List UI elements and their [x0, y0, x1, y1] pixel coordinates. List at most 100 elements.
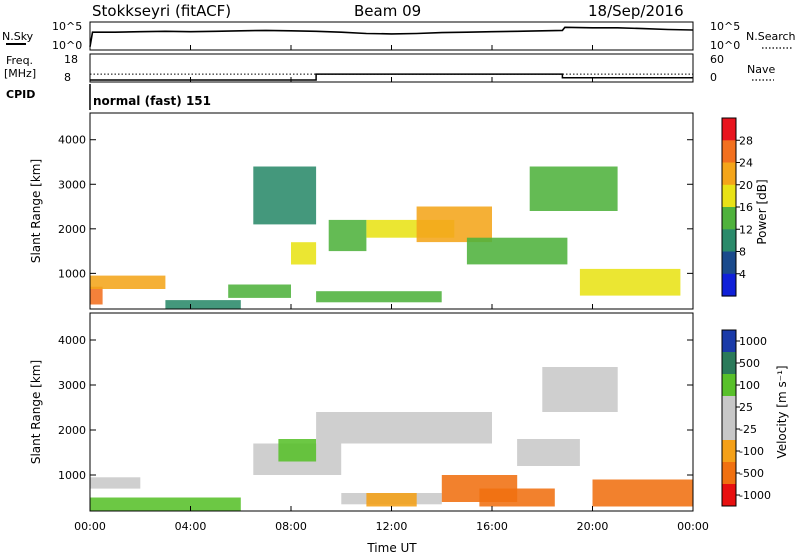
velocity-cbar-swatch-1 — [722, 352, 736, 375]
power-cbar-swatch-7 — [722, 273, 736, 297]
power-y-tick-label-0: 1000 — [58, 267, 86, 280]
velocity-cbar-tick-label-6: -500 — [739, 467, 764, 480]
x-axis-label: Time UT — [366, 541, 417, 554]
power-cbar-tick-label-6: 4 — [739, 268, 746, 281]
velocity-cbar-tick-label-5: -100 — [739, 445, 764, 458]
velocity-y-tick-label-3: 4000 — [58, 334, 86, 347]
power-y-axis: 1000 2000 3000 4000 — [58, 134, 693, 280]
power-cbar-swatch-2 — [722, 162, 736, 186]
power-region-10 — [466, 237, 568, 265]
velocity-region-0 — [90, 477, 141, 489]
power-region-5 — [291, 242, 317, 265]
power-region-6 — [328, 219, 367, 252]
power-region-4 — [253, 166, 317, 225]
nave-series — [90, 73, 693, 81]
beam-title: Beam 09 — [354, 2, 421, 20]
velocity-cbar-tick-label-3: 25 — [739, 401, 753, 414]
power-region-3 — [228, 284, 291, 298]
velocity-cbar-swatch-7 — [722, 484, 736, 507]
cpid-text: normal (fast) 151 — [93, 94, 211, 108]
x-tick-label-1: 04:00 — [175, 520, 207, 533]
velocity-cbar-swatch-6 — [722, 462, 736, 485]
power-colorbar: 28 24 20 16 12 8 4 — [721, 117, 753, 297]
noise-right-tick-top: 10^5 — [710, 20, 740, 33]
velocity-region-8 — [479, 488, 555, 507]
velocity-cbar-swatch-3 — [722, 396, 736, 419]
power-colorbar-label: Power [dB] — [755, 179, 769, 244]
x-tick-label-3: 12:00 — [376, 520, 408, 533]
velocity-colorbar-label: Velocity [m s⁻¹] — [775, 365, 789, 458]
power-region-9 — [416, 206, 492, 243]
power-region-2 — [165, 300, 241, 309]
velocity-y-axis: 1000 2000 3000 4000 — [58, 334, 693, 482]
velocity-cbar-swatch-2 — [722, 374, 736, 397]
velocity-colorbar: 1000 500 100 25 -25 -100 -500 -1000 — [721, 329, 771, 507]
freq-label-line2: [MHz] — [4, 67, 36, 80]
noise-search-label: N.Search — [746, 30, 796, 43]
velocity-cbar-tick-label-7: -1000 — [739, 489, 771, 502]
velocity-region-9 — [517, 439, 580, 466]
nave-label: Nave — [747, 63, 775, 76]
velocity-y-tick-label-2: 3000 — [58, 379, 86, 392]
date-title: 18/Sep/2016 — [588, 2, 684, 20]
power-heatmap — [90, 166, 681, 309]
velocity-region-3 — [278, 439, 317, 462]
velocity-cbar-swatch-4 — [722, 418, 736, 441]
freq-left-tick-bottom: 8 — [64, 71, 71, 84]
power-cbar-swatch-1 — [722, 140, 736, 164]
power-region-0 — [90, 286, 103, 305]
power-y-tick-label-3: 4000 — [58, 134, 86, 147]
velocity-region-11 — [592, 479, 693, 507]
velocity-region-4 — [316, 412, 492, 444]
power-region-7 — [316, 291, 442, 303]
velocity-cbar-tick-label-1: 500 — [739, 357, 760, 370]
power-region-11 — [529, 166, 618, 211]
x-tick-label-6: 00:00 — [677, 520, 709, 533]
velocity-region-6 — [366, 493, 417, 507]
power-cbar-tick-label-3: 16 — [739, 201, 753, 214]
cpid-label: CPID — [6, 88, 35, 101]
velocity-y-axis-label: Slant Range [km] — [29, 360, 43, 464]
velocity-y-tick-label-0: 1000 — [58, 469, 86, 482]
power-cbar-tick-label-4: 12 — [739, 223, 753, 236]
power-cbar-swatch-3 — [722, 184, 736, 208]
velocity-region-1 — [90, 497, 241, 511]
power-y-tick-label-1: 2000 — [58, 223, 86, 236]
velocity-cbar-frame — [721, 329, 737, 507]
noise-sky-series — [89, 26, 694, 47]
noise-right-tick-bottom: 10^0 — [710, 39, 740, 52]
freq-right-tick-bottom: 0 — [710, 71, 717, 84]
power-cbar-tick-label-2: 20 — [739, 179, 753, 192]
power-y-axis-label: Slant Range [km] — [29, 159, 43, 263]
velocity-cbar-tick-label-4: -25 — [739, 423, 757, 436]
power-cbar-swatch-6 — [722, 251, 736, 275]
power-cbar-tick-label-5: 8 — [739, 246, 746, 259]
velocity-y-tick-label-1: 2000 — [58, 424, 86, 437]
noise-sky-label: N.Sky — [2, 30, 34, 43]
power-cbar-swatch-0 — [722, 118, 736, 141]
power-cbar-tick-label-1: 24 — [739, 157, 753, 170]
power-cbar-swatch-5 — [722, 229, 736, 253]
power-cbar-swatch-4 — [722, 207, 736, 230]
velocity-cbar-tick-label-2: 100 — [739, 379, 760, 392]
velocity-cbar-tick-label-0: 1000 — [739, 335, 767, 348]
x-tick-label-0: 00:00 — [74, 520, 106, 533]
x-tick-label-2: 08:00 — [275, 520, 307, 533]
station-title: Stokkseyri (fitACF) — [92, 2, 231, 20]
velocity-region-10 — [542, 367, 618, 412]
freq-right-tick-top: 60 — [710, 53, 724, 66]
power-region-12 — [579, 268, 681, 296]
power-y-tick-label-2: 3000 — [58, 178, 86, 191]
time-x-axis: 00:00 04:00 08:00 12:00 16:00 20:00 00:00 — [74, 45, 709, 533]
freq-label-line1: Freq. — [6, 54, 33, 67]
velocity-cbar-swatch-0 — [722, 330, 736, 353]
noise-left-tick-bottom: 10^0 — [52, 39, 82, 52]
freq-left-tick-top: 18 — [64, 53, 78, 66]
x-tick-label-4: 16:00 — [476, 520, 508, 533]
x-tick-label-5: 20:00 — [577, 520, 609, 533]
power-region-1 — [90, 275, 166, 289]
power-cbar-tick-label-0: 28 — [739, 134, 753, 147]
velocity-heatmap — [90, 367, 693, 511]
